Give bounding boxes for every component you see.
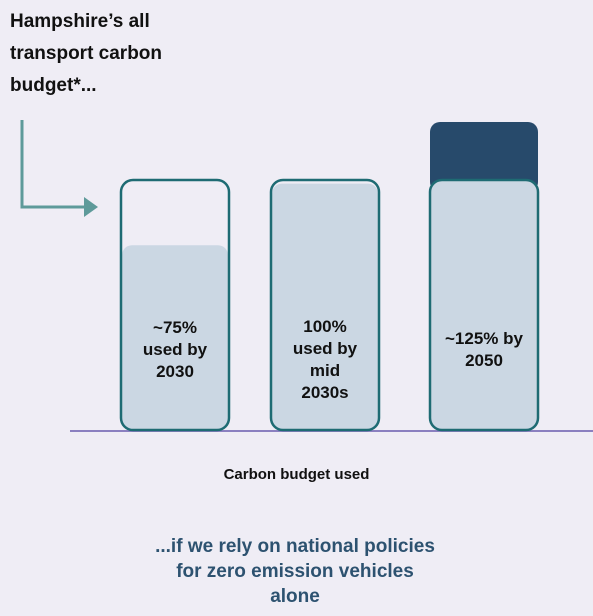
value-label: ~125% by 2050: [445, 329, 523, 370]
subtitle: ...if we rely on national policies for z…: [155, 536, 435, 607]
bar: [272, 183, 378, 430]
x-axis-label: Carbon budget used: [223, 466, 370, 483]
value-label: ~75% used by 2030: [142, 318, 208, 381]
value-label: 100% used by mid 2030s: [292, 317, 358, 402]
bar-container: [269, 178, 381, 432]
arrow-head: [84, 197, 98, 217]
arrow: [20, 120, 86, 209]
bar: [122, 245, 228, 430]
bar-over: [430, 122, 538, 192]
chart-title: Hampshire’s all transport carbon budget*…: [10, 11, 163, 96]
bar-container: [119, 178, 231, 432]
bar-container-fill: [431, 181, 537, 429]
